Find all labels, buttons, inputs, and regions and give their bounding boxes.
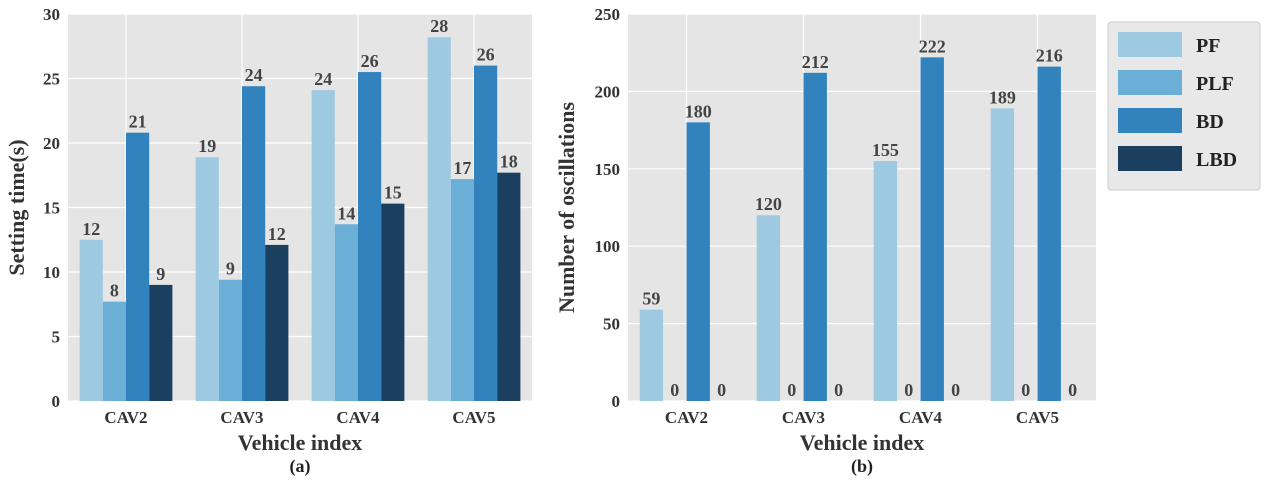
chart-b-data-label: 212 bbox=[802, 52, 829, 72]
legend-swatch-plf bbox=[1118, 70, 1182, 95]
chart-b-ytick-label: 50 bbox=[603, 315, 620, 334]
chart-b-xtick-label: CAV3 bbox=[782, 408, 825, 427]
legend-swatch-bd bbox=[1118, 108, 1182, 133]
chart-b-ytick-label: 250 bbox=[595, 5, 621, 24]
chart-a-data-label: 24 bbox=[245, 65, 263, 85]
chart-a-data-label: 24 bbox=[314, 69, 332, 89]
chart-b-xtick-label: CAV2 bbox=[665, 408, 708, 427]
chart-a-bar-pf-cav2 bbox=[79, 239, 103, 401]
chart-b-ytick-label: 200 bbox=[595, 82, 621, 101]
chart-a-xtick-label: CAV5 bbox=[452, 408, 495, 427]
chart-b-data-label: 0 bbox=[951, 380, 960, 400]
chart-a-ytick-label: 15 bbox=[43, 199, 60, 218]
chart-b-ytick-label: 150 bbox=[595, 160, 621, 179]
chart-b-bar-pf-cav2 bbox=[639, 309, 664, 401]
chart-a-bar-bd-cav4 bbox=[358, 72, 382, 402]
chart-a-bar-plf-cav3 bbox=[218, 279, 242, 401]
legend-label-pf: PF bbox=[1196, 35, 1220, 57]
chart-a-xtick-label: CAV4 bbox=[336, 408, 380, 427]
chart-b-xtick-label: CAV5 bbox=[1016, 408, 1059, 427]
chart-a-bar-lbd-cav5 bbox=[497, 172, 521, 401]
chart-a-bar-plf-cav5 bbox=[450, 179, 474, 401]
chart-a-caption: (a) bbox=[290, 456, 311, 477]
chart-a-ytick-label: 5 bbox=[52, 328, 61, 347]
legend-swatch-pf bbox=[1118, 32, 1182, 57]
chart-b-ytick-label: 0 bbox=[612, 392, 621, 411]
chart-a-bar-bd-cav3 bbox=[242, 86, 266, 402]
chart-b-data-label: 0 bbox=[787, 380, 796, 400]
chart-b-data-label: 0 bbox=[1021, 380, 1030, 400]
chart-b-data-label: 180 bbox=[685, 101, 712, 121]
chart-b-data-label: 155 bbox=[872, 140, 899, 160]
chart-a-ytick-label: 10 bbox=[43, 263, 60, 282]
chart-a: 0 5 10 15 20 25 30 CAV2 CAV3 CAV4 CAV5 12 19 24 28 8 9 14… bbox=[4, 5, 532, 477]
chart-b-bar-bd-cav5 bbox=[1037, 66, 1061, 401]
chart-b-bar-pf-cav4 bbox=[873, 161, 898, 401]
chart-a-bar-pf-cav4 bbox=[311, 90, 335, 402]
chart-a-bar-lbd-cav2 bbox=[149, 284, 173, 401]
chart-b-xtick-label: CAV4 bbox=[899, 408, 943, 427]
chart-b-caption: (b) bbox=[851, 456, 873, 477]
chart-a-data-label: 14 bbox=[337, 203, 355, 223]
chart-a-bar-lbd-cav4 bbox=[381, 203, 405, 401]
chart-a-xtick-label: CAV2 bbox=[104, 408, 147, 427]
chart-b-data-label: 0 bbox=[834, 380, 843, 400]
chart-b: 0 50 100 150 200 250 CAV2 CAV3 CAV4 CAV5 59 120 155 1… bbox=[554, 5, 1096, 477]
chart-a-data-label: 26 bbox=[477, 45, 495, 65]
chart-b-bar-pf-cav3 bbox=[756, 215, 781, 401]
chart-a-data-label: 8 bbox=[110, 281, 119, 301]
chart-a-xtick-label: CAV3 bbox=[220, 408, 263, 427]
chart-a-ytick-label: 30 bbox=[43, 5, 60, 24]
chart-a-ytick-label: 0 bbox=[52, 392, 61, 411]
chart-a-bar-pf-cav5 bbox=[427, 37, 451, 401]
chart-b-x-axis-label: Vehicle index bbox=[800, 430, 924, 455]
legend-label-bd: BD bbox=[1196, 111, 1224, 133]
legend-label-lbd: LBD bbox=[1196, 149, 1237, 171]
chart-a-data-label: 28 bbox=[430, 16, 448, 36]
chart-a-data-label: 18 bbox=[500, 152, 518, 172]
chart-a-data-label: 19 bbox=[198, 136, 216, 156]
chart-b-y-axis-label: Number of oscillations bbox=[554, 102, 579, 313]
chart-b-data-label: 216 bbox=[1036, 46, 1063, 66]
chart-a-x-axis-label: Vehicle index bbox=[238, 430, 362, 455]
chart-a-y-axis-label: Setting time(s) bbox=[4, 139, 29, 275]
chart-a-ytick-label: 25 bbox=[43, 70, 60, 89]
chart-a-data-label: 9 bbox=[156, 264, 165, 284]
chart-b-bar-bd-cav2 bbox=[686, 122, 710, 402]
chart-a-data-label: 12 bbox=[82, 219, 100, 239]
chart-b-bar-bd-cav4 bbox=[920, 57, 944, 402]
chart-a-data-label: 12 bbox=[268, 224, 286, 244]
chart-a-bar-bd-cav5 bbox=[474, 65, 498, 401]
chart-b-data-label: 0 bbox=[1068, 380, 1077, 400]
chart-a-bar-plf-cav2 bbox=[102, 301, 126, 401]
chart-a-bar-plf-cav4 bbox=[334, 224, 358, 401]
chart-a-data-label: 21 bbox=[129, 112, 147, 132]
chart-b-data-label: 189 bbox=[989, 87, 1016, 107]
chart-b-data-label: 222 bbox=[919, 36, 946, 56]
chart-a-data-label: 17 bbox=[453, 158, 471, 178]
chart-a-bar-pf-cav3 bbox=[195, 157, 219, 401]
legend-label-plf: PLF bbox=[1196, 73, 1234, 95]
chart-a-ytick-label: 20 bbox=[43, 134, 60, 153]
chart-a-data-label: 15 bbox=[384, 183, 402, 203]
legend-swatch-lbd bbox=[1118, 146, 1182, 171]
legend: PF PLF BD LBD bbox=[1107, 21, 1261, 191]
chart-a-bar-lbd-cav3 bbox=[265, 244, 289, 401]
chart-b-bar-pf-cav5 bbox=[990, 108, 1015, 401]
chart-b-data-label: 0 bbox=[670, 380, 679, 400]
chart-a-data-label: 26 bbox=[361, 51, 379, 71]
chart-b-bar-bd-cav3 bbox=[803, 72, 827, 401]
chart-b-data-label: 59 bbox=[642, 289, 660, 309]
chart-b-data-label: 0 bbox=[717, 380, 726, 400]
chart-b-data-label: 120 bbox=[755, 194, 782, 214]
chart-b-ytick-label: 100 bbox=[595, 237, 621, 256]
chart-b-data-label: 0 bbox=[904, 380, 913, 400]
chart-a-bar-bd-cav2 bbox=[126, 132, 150, 401]
chart-a-data-label: 9 bbox=[226, 259, 235, 279]
